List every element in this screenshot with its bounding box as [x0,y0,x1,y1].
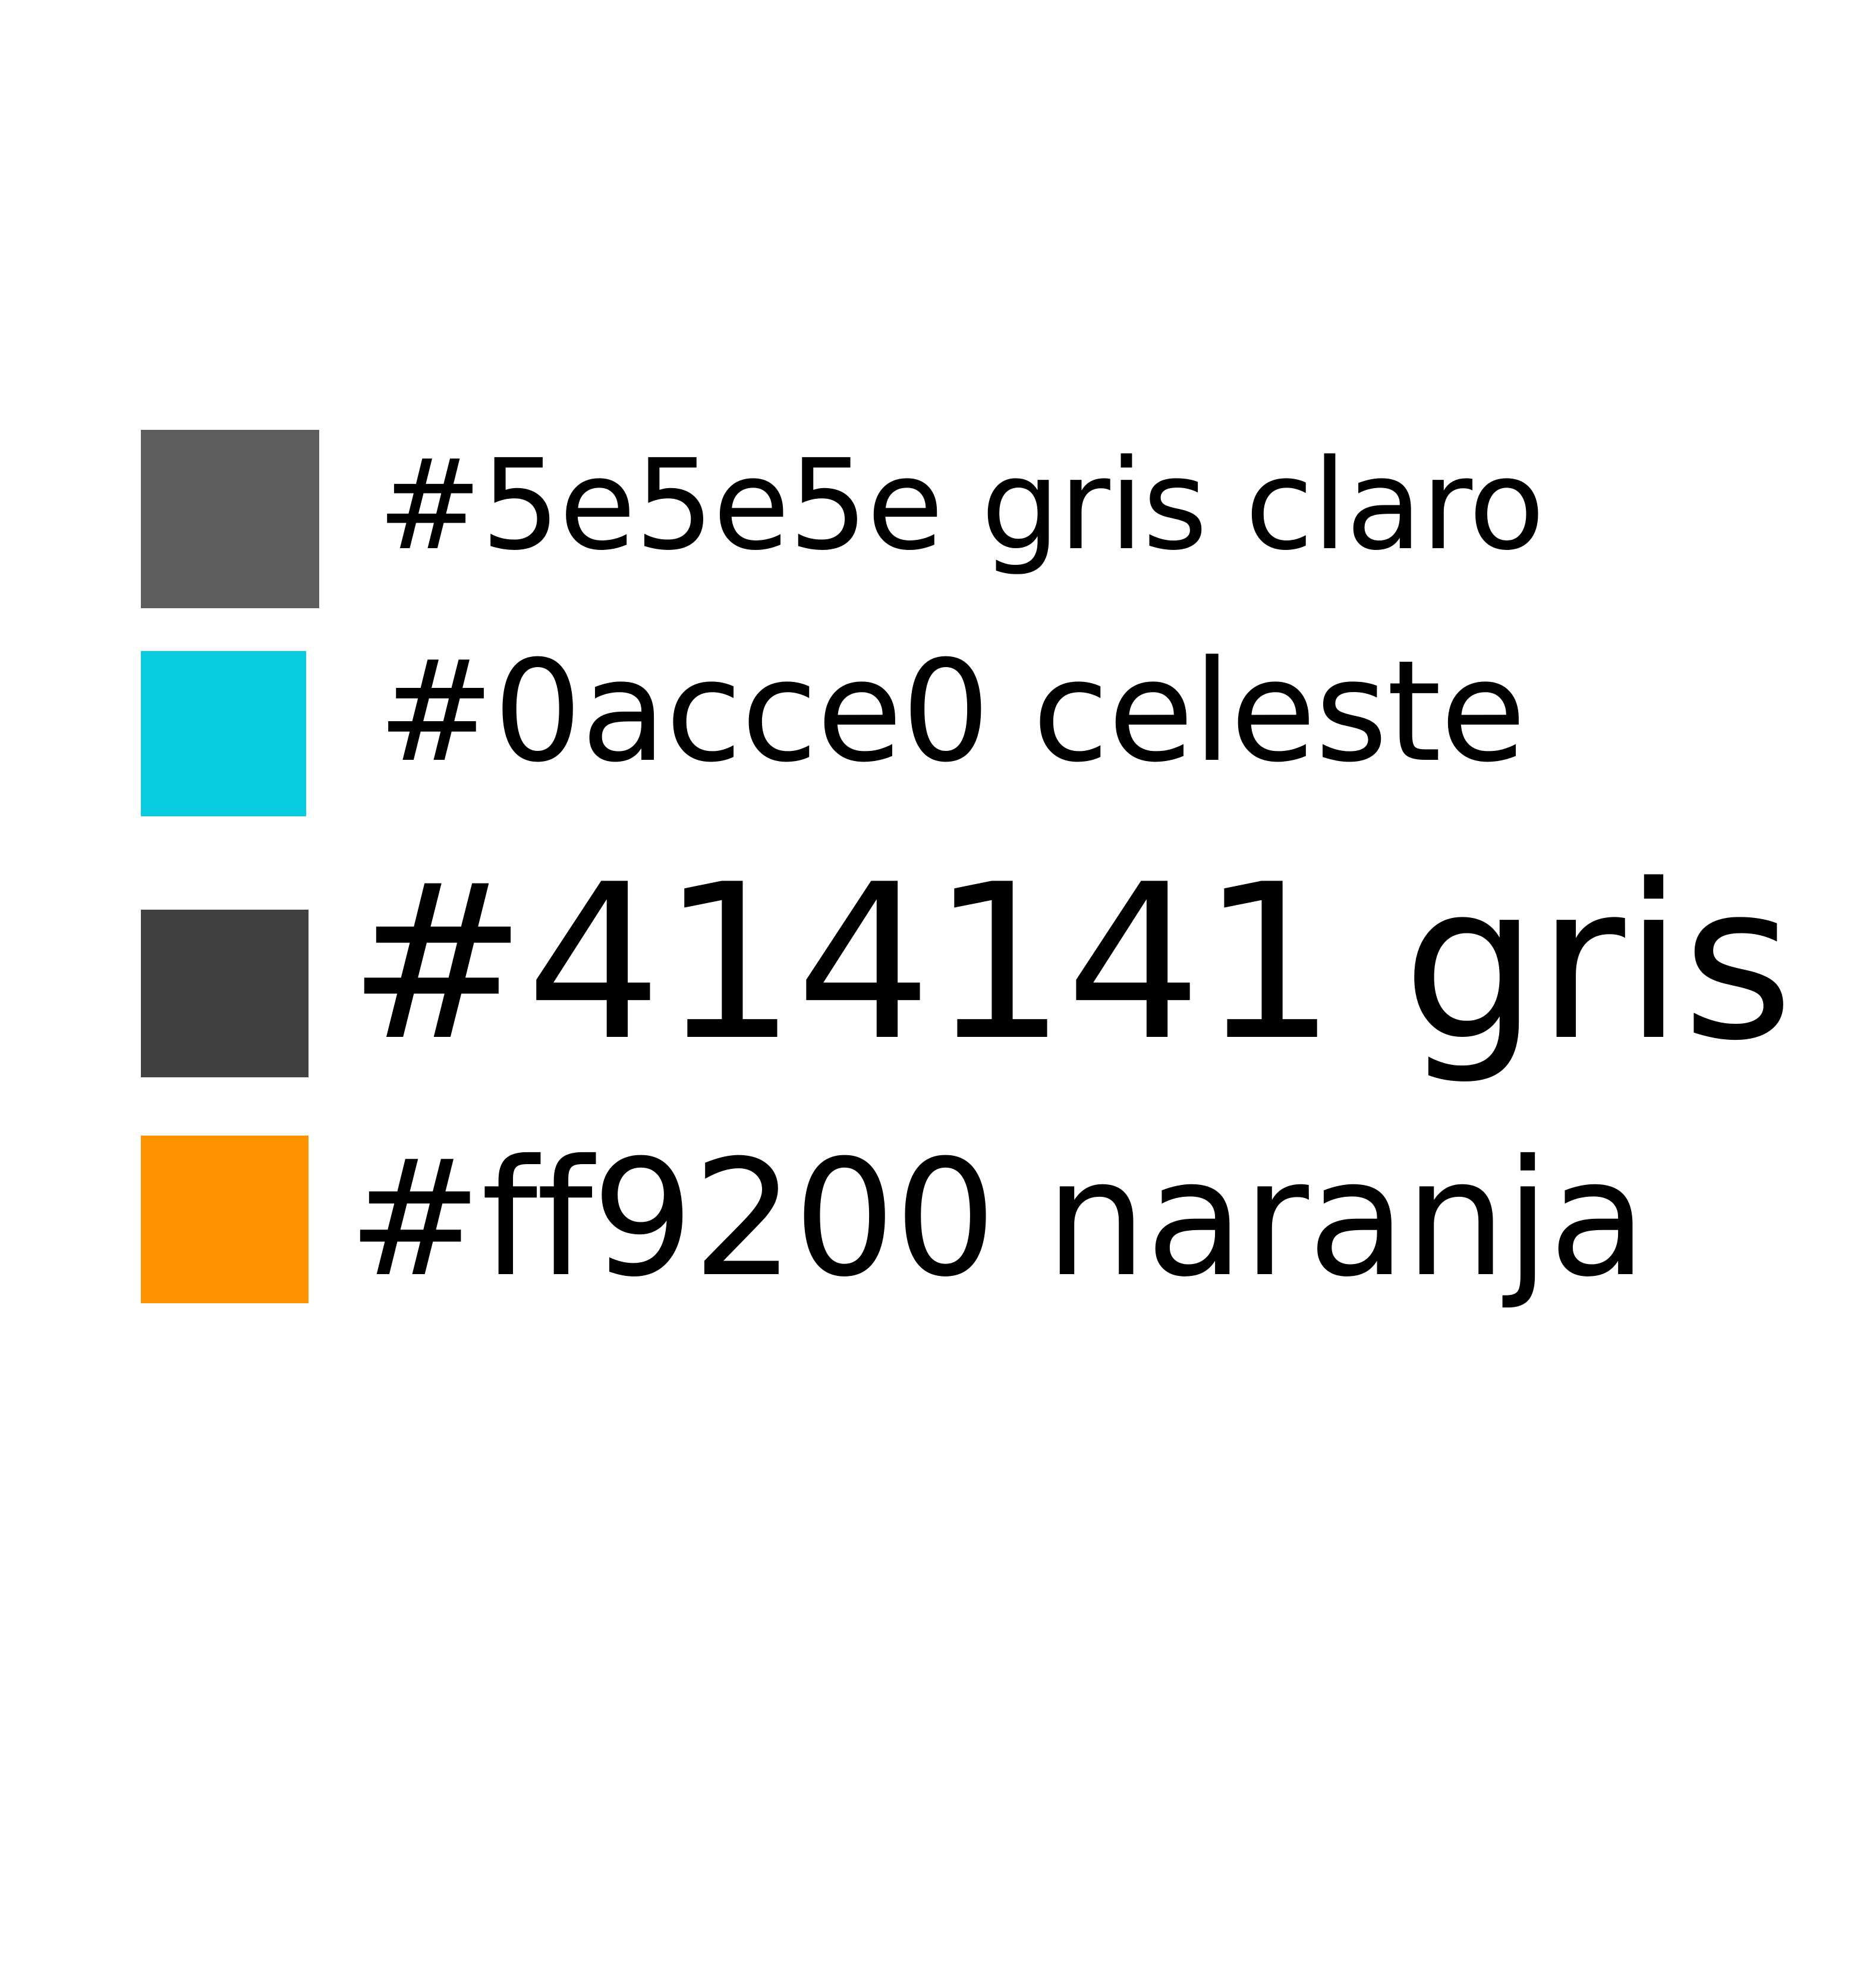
color-swatch-naranja [141,1136,309,1303]
color-swatch-gris [141,910,309,1077]
color-swatch-gris-claro [141,430,319,608]
color-swatch-celeste [141,651,306,816]
color-label-gris-claro: #5e5e5e gris claro [377,432,1545,578]
color-label-gris: #414141 gris [348,838,1793,1087]
color-label-naranja: #ff9200 naranja [348,1125,1647,1312]
color-label-celeste: #0acce0 celeste [377,631,1526,793]
